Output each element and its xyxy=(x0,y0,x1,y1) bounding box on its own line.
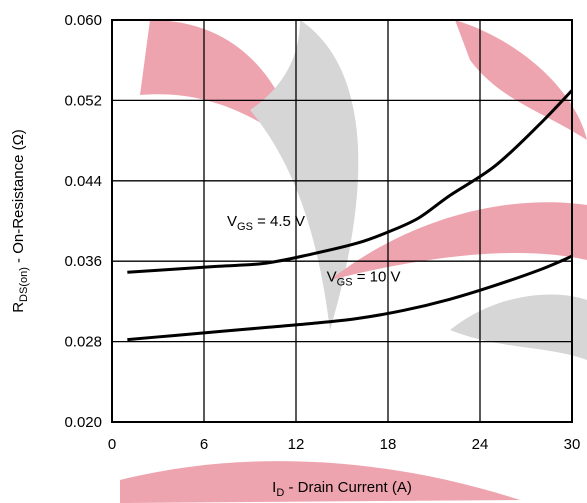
y-tick-label: 0.020 xyxy=(64,414,102,431)
plot-frame xyxy=(111,19,573,423)
x-tick-label: 12 xyxy=(288,436,305,453)
y-tick-label: 0.060 xyxy=(64,12,102,29)
x-tick-label: 24 xyxy=(472,436,489,453)
x-tick-label: 30 xyxy=(564,436,581,453)
series-line-1 xyxy=(127,89,572,274)
x-tick-label: 6 xyxy=(200,436,208,453)
series-labels: VGS = 4.5 V VGS = 10 V xyxy=(227,213,401,288)
y-axis-label: RDS(on) - On-Resistance (Ω) xyxy=(10,129,30,313)
series-lines xyxy=(127,89,572,342)
x-tick-label: 0 xyxy=(108,436,116,453)
y-tick-label: 0.052 xyxy=(64,92,102,109)
series-label-1: VGS = 4.5 V xyxy=(227,213,305,233)
grid-lines xyxy=(112,20,572,422)
y-tick-label: 0.044 xyxy=(64,173,102,190)
y-tick-label: 0.028 xyxy=(64,334,102,351)
series-line-2 xyxy=(127,254,572,342)
series-label-2: VGS = 10 V xyxy=(327,268,401,288)
x-tick-label: 18 xyxy=(380,436,397,453)
y-tick-label: 0.036 xyxy=(64,253,102,270)
y-tick-labels: 0.020 0.028 0.036 0.044 0.052 0.060 xyxy=(64,12,102,431)
x-axis-label: ID - Drain Current (A) xyxy=(272,479,412,499)
x-tick-labels: 0 6 12 18 24 30 xyxy=(108,436,581,453)
